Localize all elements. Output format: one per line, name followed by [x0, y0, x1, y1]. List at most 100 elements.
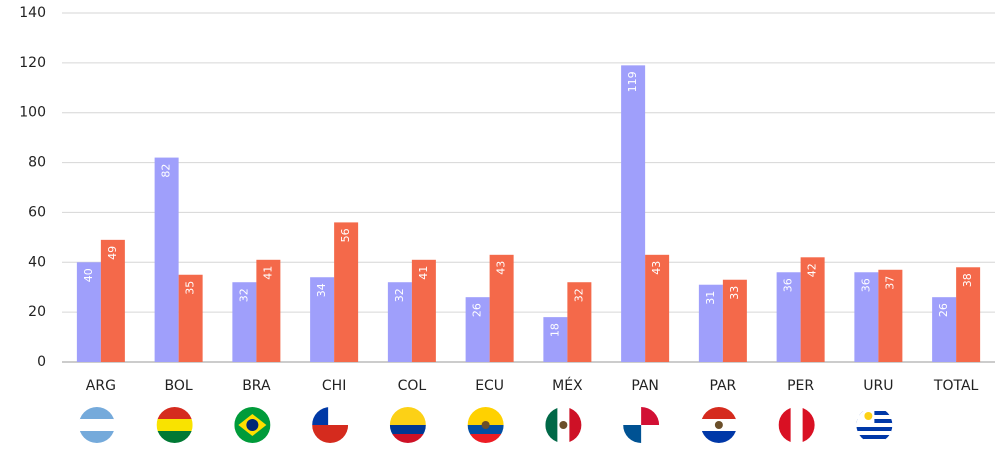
- flag-part: [78, 419, 115, 432]
- flag-part: [78, 407, 115, 420]
- flag-part: [156, 419, 193, 432]
- flag-icon: [312, 407, 349, 443]
- y-tick-label: 40: [28, 254, 46, 270]
- flag-part: [856, 427, 893, 432]
- flag-part: [856, 435, 893, 440]
- value-label: 37: [883, 276, 896, 290]
- flag-icon: [234, 407, 271, 443]
- bar: [932, 297, 957, 362]
- value-label: 43: [495, 261, 508, 275]
- flag-icon: [856, 407, 893, 443]
- value-label: 119: [626, 71, 639, 92]
- flag-part: [641, 407, 660, 425]
- value-label: 56: [339, 228, 352, 242]
- y-tick-label: 60: [28, 204, 46, 220]
- value-label: 38: [961, 273, 974, 287]
- bar: [256, 259, 281, 362]
- value-label: 41: [417, 266, 430, 280]
- flag-part: [467, 407, 504, 417]
- flag-part: [856, 423, 893, 428]
- flag-part: [856, 439, 893, 443]
- bar: [645, 254, 670, 362]
- bar: [465, 297, 490, 362]
- x-tick-label: ARG: [86, 378, 116, 394]
- x-tick-label: CHI: [322, 378, 346, 394]
- flag-icon: [156, 407, 193, 443]
- flag-part: [389, 407, 426, 417]
- value-label: 18: [548, 323, 561, 337]
- x-tick-label: URU: [863, 378, 893, 394]
- x-tick-label: MÉX: [552, 377, 583, 394]
- value-label: 42: [806, 263, 819, 277]
- flag-part: [312, 425, 349, 443]
- bar: [543, 317, 568, 362]
- bar: [621, 65, 646, 362]
- y-tick-label: 120: [19, 55, 46, 71]
- flag-part: [623, 425, 642, 443]
- value-label: 36: [859, 278, 872, 292]
- flag-part: [467, 416, 504, 426]
- flag-part: [790, 407, 804, 443]
- bar: [489, 254, 514, 362]
- bar: [956, 267, 981, 362]
- flag-icon: [467, 407, 504, 443]
- flag-part: [467, 425, 504, 435]
- bar: [100, 239, 125, 362]
- value-label: 36: [782, 278, 795, 292]
- value-label: 82: [160, 164, 173, 178]
- x-tick-label: BOL: [165, 378, 193, 394]
- bar: [567, 282, 592, 362]
- flag-part: [156, 407, 193, 420]
- bar: [387, 282, 412, 362]
- flag-icon: [545, 407, 582, 443]
- bar: [878, 269, 903, 362]
- flag-icon: [623, 407, 660, 443]
- flag-part: [246, 419, 259, 431]
- bar: [411, 259, 436, 362]
- flag-part: [802, 407, 815, 443]
- value-label: 33: [728, 286, 741, 300]
- value-label: 49: [106, 246, 119, 260]
- flag-part: [545, 407, 558, 443]
- flag-part: [856, 431, 893, 436]
- flag-part: [700, 407, 737, 420]
- bar: [698, 284, 723, 362]
- bar: [76, 262, 101, 362]
- flag-part: [714, 421, 723, 429]
- flag-part: [389, 425, 426, 435]
- value-label: 35: [184, 281, 197, 295]
- flag-part: [467, 434, 504, 443]
- value-label: 34: [315, 283, 328, 297]
- y-tick-label: 0: [37, 354, 46, 370]
- flag-part: [389, 416, 426, 426]
- flag-part: [559, 421, 568, 429]
- value-label: 26: [471, 303, 484, 317]
- value-label: 40: [82, 268, 95, 282]
- value-label: 32: [237, 288, 250, 302]
- y-tick-label: 100: [19, 105, 46, 121]
- bar: [722, 279, 747, 362]
- bar: [776, 272, 801, 362]
- x-tick-label: ECU: [475, 378, 504, 394]
- y-tick-label: 140: [19, 5, 46, 21]
- bar: [232, 282, 257, 362]
- bar: [334, 222, 359, 362]
- bar: [800, 257, 825, 362]
- value-label: 32: [572, 288, 585, 302]
- value-label: 31: [704, 291, 717, 305]
- x-tick-label: PER: [787, 378, 814, 394]
- y-tick-label: 80: [28, 155, 46, 171]
- flag-icon: [700, 407, 737, 443]
- flag-part: [389, 434, 426, 443]
- bar: [178, 274, 203, 362]
- x-tick-label: COL: [398, 378, 427, 394]
- flag-icon: [78, 407, 115, 443]
- bar: [854, 272, 879, 362]
- flag-part: [778, 407, 792, 443]
- y-tick-label: 20: [28, 304, 46, 320]
- value-label: 26: [937, 303, 950, 317]
- x-tick-label: PAR: [709, 378, 736, 394]
- value-label: 32: [393, 288, 406, 302]
- x-tick-label: PAN: [631, 378, 659, 394]
